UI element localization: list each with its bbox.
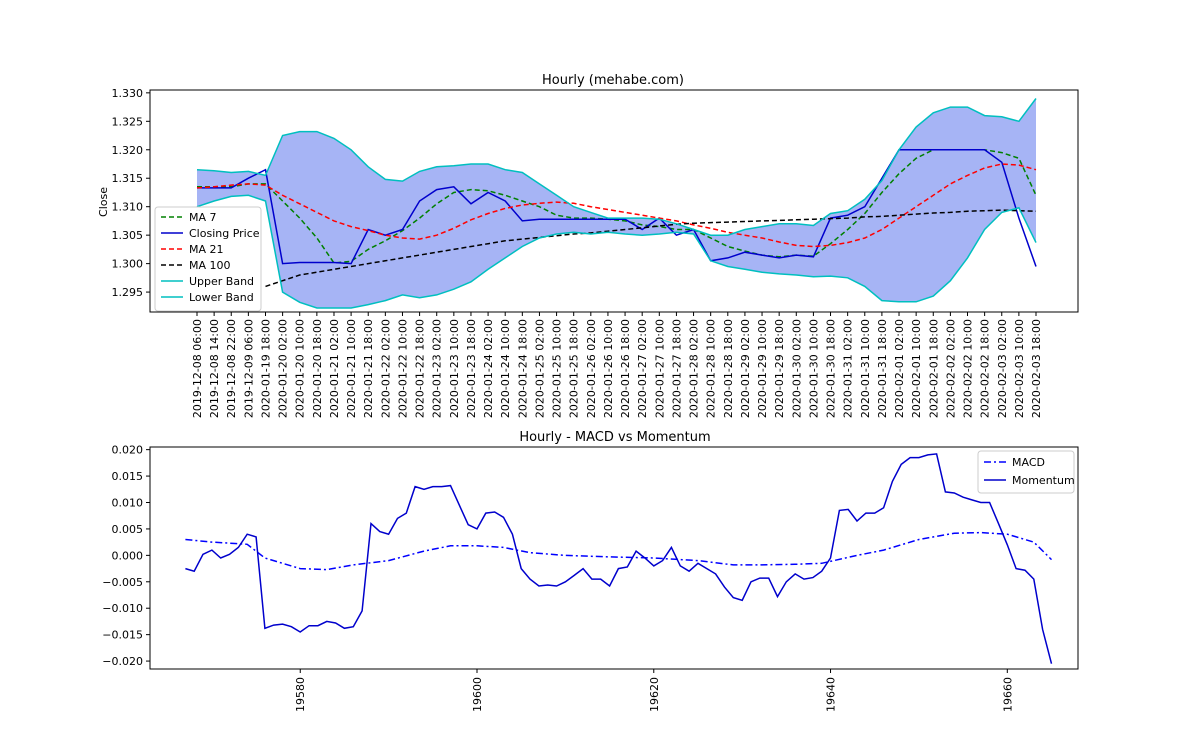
- price-chart-legend: MA 7 Closing Price MA 21 MA 100 Upper Band Lo…: [154, 206, 262, 312]
- price-xtick-label: 2020-01-31 18:00: [876, 319, 889, 418]
- price-xtick-label: 2020-01-20 02:00: [277, 319, 290, 418]
- price-xtick-label: 2020-01-28 10:00: [705, 319, 718, 418]
- macd-ytick-label: −0.005: [102, 576, 143, 589]
- price-ytick-label: 1.300: [112, 258, 144, 271]
- price-xtick-label: 2020-01-28 18:00: [722, 319, 735, 418]
- macd-xtick-label: 19600: [471, 677, 484, 712]
- price-xtick-label: 2019-12-09 06:00: [242, 319, 255, 418]
- price-chart: Hourly (mehabe.com) Close 1.295 1.300 1.30…: [97, 73, 1079, 418]
- macd-xtick-label: 19660: [1001, 677, 1014, 712]
- macd-ytick-label: −0.010: [102, 602, 143, 615]
- legend-label: Upper Band: [189, 275, 254, 288]
- price-chart-title: Hourly (mehabe.com): [542, 73, 684, 88]
- price-xtick-label: 2020-01-26 18:00: [619, 319, 632, 418]
- price-xtick-label: 2019-12-08 06:00: [191, 319, 204, 418]
- macd-ytick-label: 0.015: [112, 470, 144, 483]
- macd-chart: Hourly - MACD vs Momentum −0.020 −0.015 −0…: [102, 430, 1079, 712]
- price-xtick-label: 2020-01-22 02:00: [379, 319, 392, 418]
- price-xtick-label: 2020-01-21 02:00: [328, 319, 341, 418]
- price-xtick-label: 2020-01-26 02:00: [585, 319, 598, 418]
- price-xtick-label: 2020-01-30 02:00: [790, 319, 803, 418]
- series-upper-band: [196, 98, 1037, 236]
- price-xtick-label: 2019-12-08 14:00: [208, 319, 221, 418]
- legend-label: MA 7: [189, 211, 217, 224]
- price-xtick-label: 2020-01-21 10:00: [345, 319, 358, 418]
- series-lower-band: [196, 194, 1037, 309]
- price-xtick-label: 2020-01-25 10:00: [551, 319, 564, 418]
- price-xtick-label: 2020-01-24 18:00: [516, 319, 529, 418]
- price-xtick-label: 2020-01-30 18:00: [825, 319, 838, 418]
- macd-chart-title: Hourly - MACD vs Momentum: [519, 430, 710, 445]
- price-xtick-label: 2020-01-22 10:00: [396, 319, 409, 418]
- price-xtick-label: 2020-01-31 02:00: [842, 319, 855, 418]
- price-ytick-label: 1.295: [112, 286, 144, 299]
- price-xtick-label: 2020-01-20 10:00: [294, 319, 307, 418]
- legend-label: Momentum: [1012, 474, 1075, 487]
- price-ytick-label: 1.310: [112, 201, 144, 214]
- price-ytick-label: 1.315: [112, 172, 144, 185]
- series-macd: [185, 531, 1053, 571]
- price-xtick-label: 2019-12-08 22:00: [225, 319, 238, 418]
- price-xtick-label: 2020-02-01 18:00: [927, 319, 940, 418]
- price-xtick-label: 2020-01-29 18:00: [773, 319, 786, 418]
- legend-label: MA 21: [189, 243, 224, 256]
- macd-ytick-label: 0.005: [112, 523, 144, 536]
- price-xtick-label: 2020-01-23 02:00: [431, 319, 444, 418]
- macd-ytick-label: 0.000: [112, 549, 144, 562]
- price-xtick-label: 2020-01-29 10:00: [756, 319, 769, 418]
- price-ytick-label: 1.305: [112, 229, 144, 242]
- price-ytick-label: 1.320: [112, 144, 144, 157]
- price-xtick-label: 2020-02-03 18:00: [1030, 319, 1043, 418]
- price-xtick-label: 2020-02-03 02:00: [996, 319, 1009, 418]
- price-xtick-label: 2020-01-27 02:00: [636, 319, 649, 418]
- legend-label: MACD: [1012, 456, 1045, 469]
- legend-label: MA 100: [189, 259, 231, 272]
- price-xtick-label: 2020-01-27 18:00: [670, 319, 683, 418]
- price-chart-ylabel: Close: [97, 187, 110, 217]
- price-xtick-label: 2020-01-31 10:00: [859, 319, 872, 418]
- series-momentum: [185, 453, 1053, 664]
- macd-chart-legend: MACD Momentum: [977, 450, 1075, 494]
- macd-xtick-label: 19580: [294, 677, 307, 712]
- macd-ytick-label: 0.020: [112, 444, 144, 457]
- macd-xtick-label: 19640: [825, 677, 838, 712]
- price-chart-frame: [149, 89, 1079, 313]
- macd-ytick-label: −0.020: [102, 655, 143, 668]
- legend-label: Lower Band: [189, 291, 254, 304]
- price-xtick-label: 2020-02-01 10:00: [910, 319, 923, 418]
- price-xtick-label: 2020-01-25 18:00: [568, 319, 581, 418]
- price-xtick-label: 2020-01-28 02:00: [688, 319, 701, 418]
- macd-ytick-label: −0.015: [102, 629, 143, 642]
- price-xtick-label: 2020-01-26 10:00: [602, 319, 615, 418]
- price-xtick-label: 2020-01-23 10:00: [448, 319, 461, 418]
- price-xtick-label: 2020-02-02 18:00: [979, 319, 992, 418]
- price-xtick-label: 2020-01-19 18:00: [259, 319, 272, 418]
- price-xtick-label: 2020-01-27 10:00: [653, 319, 666, 418]
- price-xtick-label: 2020-02-03 10:00: [1013, 319, 1026, 418]
- price-xtick-label: 2020-02-02 10:00: [962, 319, 975, 418]
- price-xtick-label: 2020-01-23 18:00: [465, 319, 478, 418]
- price-ytick-label: 1.325: [112, 115, 144, 128]
- bollinger-band-fill: [197, 98, 1036, 308]
- price-xtick-label: 2020-01-24 02:00: [482, 319, 495, 418]
- price-xtick-label: 2020-01-22 18:00: [414, 319, 427, 418]
- price-xtick-label: 2020-01-29 02:00: [739, 319, 752, 418]
- macd-ytick-label: 0.010: [112, 497, 144, 510]
- price-xtick-label: 2020-01-20 18:00: [311, 319, 324, 418]
- price-xtick-label: 2020-02-02 02:00: [944, 319, 957, 418]
- legend-label: Closing Price: [189, 227, 260, 240]
- price-xtick-label: 2020-01-21 18:00: [362, 319, 375, 418]
- price-xtick-label: 2020-01-24 10:00: [499, 319, 512, 418]
- price-xtick-label: 2020-01-30 10:00: [807, 319, 820, 418]
- macd-chart-frame: [149, 446, 1079, 670]
- price-xtick-label: 2020-02-01 02:00: [893, 319, 906, 418]
- macd-xtick-label: 19620: [648, 677, 661, 712]
- price-xtick-label: 2020-01-25 02:00: [533, 319, 546, 418]
- series-ma-100: [265, 209, 1037, 288]
- price-ytick-label: 1.330: [112, 87, 144, 100]
